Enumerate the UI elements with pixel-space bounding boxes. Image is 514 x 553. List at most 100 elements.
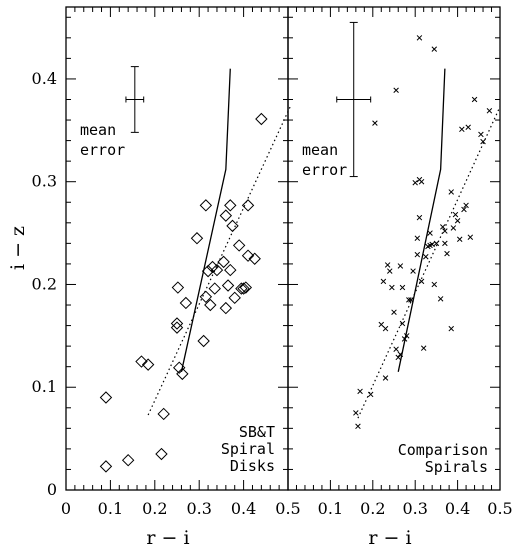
data-point <box>382 375 389 381</box>
data-point <box>155 447 168 461</box>
y-tick-label: 0.1 <box>32 377 57 396</box>
data-point <box>353 410 359 416</box>
data-point <box>427 230 433 236</box>
data-point <box>393 87 399 93</box>
data-point <box>437 296 444 302</box>
data-point <box>442 240 448 247</box>
data-point <box>420 345 427 351</box>
panel-annotation: Spirals <box>425 458 488 476</box>
y-tick-label: 0 <box>47 480 57 499</box>
data-point <box>387 268 393 274</box>
data-point <box>171 281 185 294</box>
data-point <box>478 131 484 138</box>
y-tick-label: 0.3 <box>32 172 57 191</box>
data-point <box>416 214 423 221</box>
plot-frame-right <box>287 6 501 491</box>
data-point <box>372 120 378 126</box>
data-point <box>486 108 493 114</box>
data-point <box>408 297 414 303</box>
x-tick-label: 0.5 <box>487 499 512 518</box>
data-point <box>461 206 467 213</box>
data-point <box>217 255 230 269</box>
data-point <box>121 453 135 467</box>
data-point <box>406 297 412 303</box>
data-point <box>157 407 170 421</box>
data-point <box>380 278 387 285</box>
data-point <box>397 263 404 269</box>
data-point <box>416 35 423 41</box>
data-point <box>141 358 155 371</box>
data-point <box>224 199 237 212</box>
x-tick-label: 0.1 <box>318 499 343 518</box>
data-point <box>232 239 246 252</box>
x-axis-title-left: r − i <box>146 527 189 549</box>
mean-error-label: error <box>302 161 347 179</box>
data-point <box>173 361 186 374</box>
panel-annotation: Disks <box>230 457 275 475</box>
x-tick-label: 0.4 <box>445 499 470 518</box>
data-point <box>239 281 253 294</box>
data-point <box>480 138 486 145</box>
data-point <box>452 211 459 218</box>
data-point <box>357 388 363 395</box>
data-point <box>389 284 395 291</box>
data-point <box>199 199 213 212</box>
data-point <box>393 346 399 352</box>
data-point <box>197 334 210 348</box>
data-point <box>255 112 268 126</box>
panel-left: 0 0.1 0.2 0.3 0.4 0.5 0 0.1 0.2 0.3 0.4 mean error SB… <box>32 6 301 518</box>
data-point <box>410 268 416 274</box>
data-point <box>208 282 221 295</box>
x-tick-label: 0.1 <box>98 499 123 518</box>
data-point <box>444 250 450 257</box>
data-point <box>241 249 255 262</box>
data-point <box>224 263 237 277</box>
data-point <box>448 189 454 195</box>
data-point <box>423 253 429 260</box>
data-point <box>219 301 233 315</box>
plot-frame-left <box>65 6 289 491</box>
data-point <box>199 290 213 304</box>
data-point <box>450 225 457 231</box>
data-point <box>459 126 465 133</box>
panel-annotation: Spiral <box>221 440 275 458</box>
y-tick-label: 0.2 <box>32 274 57 293</box>
data-point <box>179 296 193 310</box>
data-point <box>463 202 469 209</box>
data-point <box>99 460 113 473</box>
mean-error-label: error <box>80 141 125 159</box>
data-point <box>176 367 189 381</box>
data-point <box>412 179 418 186</box>
data-point <box>210 263 224 277</box>
data-point <box>403 333 410 339</box>
data-point <box>378 321 385 328</box>
data-point <box>456 236 463 243</box>
panel-annotation: Comparison <box>398 441 488 459</box>
data-point <box>454 217 461 224</box>
data-point <box>442 228 448 234</box>
model-track <box>180 68 231 372</box>
panel-right: 0.1 0.2 0.3 0.4 0.5 mean error ComparisonSpiral… <box>287 6 513 518</box>
data-point <box>382 325 389 332</box>
x-axis-title-right: r − i <box>368 527 411 549</box>
data-point <box>418 178 425 185</box>
data-point <box>431 46 438 52</box>
x-tick-label: 0 <box>61 499 71 518</box>
x-tick-label: 0.5 <box>275 499 300 518</box>
data-point <box>431 281 438 288</box>
fit-line <box>357 106 501 419</box>
data-point <box>467 234 474 240</box>
data-point <box>418 278 425 285</box>
data-point <box>99 391 113 404</box>
data-point <box>399 320 406 327</box>
data-point <box>395 354 401 361</box>
mean-error-label: mean <box>80 121 116 139</box>
data-point <box>391 309 397 315</box>
data-point <box>135 355 148 368</box>
data-point <box>433 240 440 247</box>
data-point <box>248 252 261 265</box>
y-tick-label: 0.4 <box>32 69 57 88</box>
x-tick-label: 0.2 <box>360 499 385 518</box>
mean-error-label: mean <box>302 141 338 159</box>
data-point <box>235 282 248 295</box>
